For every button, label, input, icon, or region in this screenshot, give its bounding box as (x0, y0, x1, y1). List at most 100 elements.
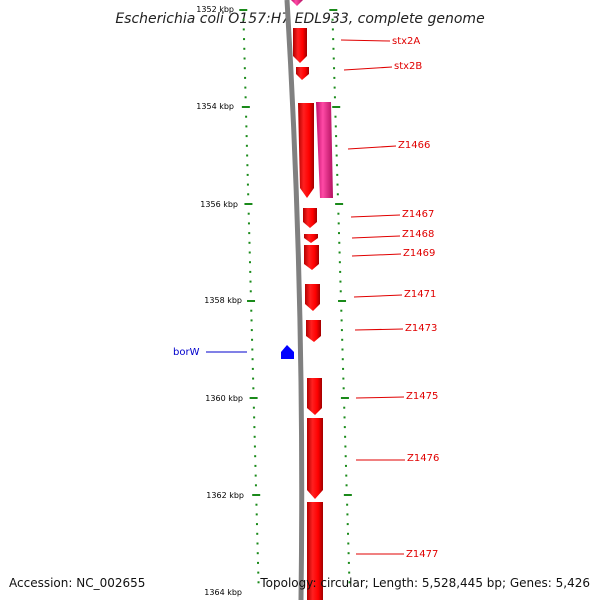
tick-mark (334, 115, 337, 118)
tick-mark (248, 232, 251, 235)
tick-mark (329, 9, 338, 11)
scale-ticks: 1352 kbp 1354 kbp 1356 kbp 1358 kbp 1360… (196, 5, 352, 597)
gene-label-stx2B[interactable]: stx2B (394, 61, 422, 72)
gene-highlight-Z1466[interactable] (316, 102, 333, 198)
gene-arrow-Z1468[interactable] (304, 234, 318, 243)
tick-mark (335, 203, 344, 205)
tick-mark (338, 251, 341, 254)
tick-mark (246, 154, 249, 157)
tick-mark (254, 484, 257, 487)
tick-mark (345, 484, 348, 487)
tick-mark (256, 532, 259, 535)
tick-mark (243, 38, 246, 41)
tick-mark (249, 280, 252, 283)
tick-mark (250, 309, 253, 312)
gene-arrow-Z1473[interactable] (306, 320, 321, 342)
gene-arrow-stx2B[interactable] (296, 67, 309, 80)
tick-mark (243, 57, 246, 60)
tick-mark (246, 183, 249, 186)
tick-mark (346, 523, 349, 526)
gene-arrow-Z1471[interactable] (305, 284, 320, 311)
map-title: Escherichia coli O157:H7 EDL933, complet… (115, 11, 484, 27)
tick-mark (252, 494, 261, 496)
tick-mark (333, 96, 336, 99)
tick-mark (245, 144, 248, 147)
tick-mark (251, 348, 254, 351)
gene-arrow-Z1476[interactable] (307, 418, 323, 499)
tick-mark (241, 106, 250, 108)
gene-label-borW[interactable]: borW (173, 347, 200, 358)
tick-mark (347, 561, 350, 564)
tick-mark (344, 455, 347, 458)
gene-arrow-Z1475[interactable] (307, 378, 322, 415)
tick-mark (347, 542, 350, 545)
tick-mark (332, 106, 341, 108)
tick-mark (257, 561, 260, 564)
tick-mark (339, 270, 342, 273)
tick-mark (331, 18, 334, 21)
scale-label: 1356 kbp (200, 200, 238, 209)
tick-mark (340, 329, 343, 332)
gene-label-Z1467[interactable]: Z1467 (402, 209, 434, 220)
tick-mark (346, 513, 349, 516)
gene-arrow-Z1469[interactable] (304, 245, 319, 270)
tick-mark (255, 513, 258, 516)
tick-mark (249, 290, 252, 293)
gene-label-Z1466[interactable]: Z1466 (398, 140, 430, 151)
tick-mark (247, 300, 256, 302)
scale-label: 1360 kbp (205, 394, 243, 403)
gene-label-Z1475[interactable]: Z1475 (406, 391, 438, 402)
tick-mark (333, 86, 336, 89)
tick-mark (348, 581, 351, 584)
gene-label-stx2A[interactable]: stx2A (392, 36, 420, 47)
gene-arrow-Z1466[interactable] (298, 103, 314, 198)
tick-mark (332, 57, 335, 60)
tick-mark (239, 9, 248, 11)
gene-features (281, 0, 333, 600)
gene-arrow-borW[interactable] (281, 345, 294, 359)
topology-text: Topology: circular; Length: 5,528,445 bp… (259, 576, 590, 590)
tick-mark (341, 358, 344, 361)
tick-mark (343, 416, 346, 419)
gene-arrow-Z1467[interactable] (303, 208, 317, 228)
tick-mark (244, 76, 247, 79)
gene-label-Z1473[interactable]: Z1473 (405, 323, 437, 334)
tick-mark (341, 348, 344, 351)
gene-arrow-stx2A[interactable] (293, 28, 307, 63)
tick-mark (333, 76, 336, 79)
tick-mark (242, 28, 245, 31)
tick-mark (335, 154, 338, 157)
genome-backbone (284, 0, 305, 600)
tick-mark (247, 222, 250, 225)
gene-label-Z1469[interactable]: Z1469 (403, 248, 435, 259)
tick-mark (254, 464, 257, 467)
tick-mark (245, 135, 248, 138)
tick-mark (248, 251, 251, 254)
gene-arrow-partial[interactable] (291, 0, 303, 6)
gene-label-Z1468[interactable]: Z1468 (402, 229, 434, 240)
tick-mark (252, 387, 255, 390)
gene-label-Z1471[interactable]: Z1471 (404, 289, 436, 300)
tick-mark (340, 319, 343, 322)
tick-mark (253, 416, 256, 419)
tick-mark (244, 203, 253, 205)
tick-mark (347, 532, 350, 535)
gene-arrow-Z1477[interactable] (307, 502, 323, 600)
tick-mark (249, 397, 258, 399)
gene-label-Z1476[interactable]: Z1476 (407, 453, 439, 464)
tick-mark (255, 523, 258, 526)
tick-mark (253, 435, 256, 438)
tick-mark (252, 377, 255, 380)
tick-mark (256, 542, 259, 545)
tick-mark (246, 164, 249, 167)
tick-mark (339, 280, 342, 283)
tick-mark (336, 173, 339, 176)
tick-mark (245, 115, 248, 118)
tick-mark (337, 222, 340, 225)
tick-mark (331, 28, 334, 31)
tick-mark (348, 571, 351, 574)
tick-mark (245, 125, 248, 128)
tick-mark (335, 164, 338, 167)
gene-label-Z1477[interactable]: Z1477 (406, 549, 438, 560)
